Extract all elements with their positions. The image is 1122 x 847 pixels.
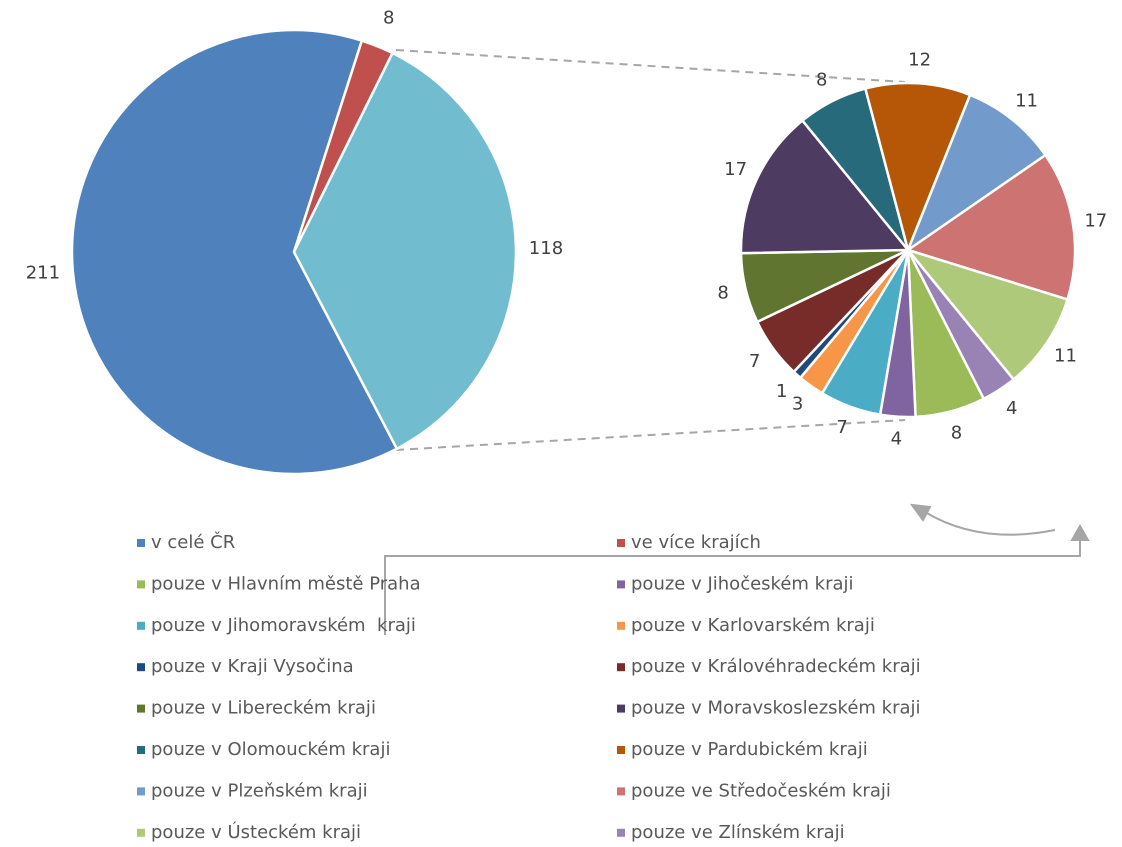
data-label: 8 <box>951 423 962 444</box>
legend-label: pouze v Plzeňském kraji <box>151 780 368 801</box>
legend-swatch <box>137 787 145 796</box>
data-label: 118 <box>529 238 563 259</box>
data-label: 4 <box>891 429 902 450</box>
legend-label: pouze v Pardubickém kraji <box>631 739 868 760</box>
legend-swatch <box>617 621 625 630</box>
arrow-line <box>384 537 1081 635</box>
arrow-head <box>909 503 932 522</box>
legend-label: pouze v Karlovarském kraji <box>631 615 875 636</box>
connector-line <box>395 419 906 451</box>
data-label: 11 <box>1054 345 1077 366</box>
legend-label: ve více krajích <box>631 532 761 553</box>
arrow-curve <box>924 511 1056 536</box>
legend-swatch <box>617 746 625 754</box>
arrow-head <box>1070 523 1090 541</box>
connector-lines <box>395 49 906 451</box>
legend-swatch <box>137 580 145 589</box>
legend-swatch <box>617 828 625 837</box>
data-label: 4 <box>1006 398 1017 419</box>
legend-label: pouze ve Zlínském kraji <box>631 822 845 843</box>
data-label: 17 <box>724 159 747 180</box>
legend-swatch <box>617 663 625 672</box>
pie-slice <box>863 81 972 254</box>
legend-swatch <box>137 828 145 837</box>
legend-swatch <box>617 704 625 713</box>
legend-swatch <box>617 539 625 547</box>
data-label: 7 <box>749 351 760 372</box>
legend-swatch <box>137 663 145 672</box>
data-label: 3 <box>792 394 803 415</box>
pie-slice <box>906 249 1016 401</box>
pie-slice <box>292 51 518 451</box>
legend-swatch <box>617 580 625 589</box>
legend-swatch <box>137 704 145 713</box>
legend-label: pouze v Ústeckém kraji <box>151 821 361 843</box>
annotation-arrows <box>384 503 1090 635</box>
data-label: 8 <box>717 283 728 304</box>
pie-slice <box>905 93 1048 254</box>
pie-slice <box>905 153 1077 302</box>
data-label: 17 <box>1084 210 1107 231</box>
legend-label: pouze v Olomouckém kraji <box>151 739 390 760</box>
data-label: 211 <box>26 263 60 284</box>
legend-label: v celé ČR <box>151 531 235 553</box>
legend-label: pouze v Hlavním městě Praha <box>151 573 421 594</box>
legend-swatch <box>617 787 625 796</box>
data-label: 12 <box>908 49 931 70</box>
legend-swatch <box>137 539 145 547</box>
connector-line <box>395 49 906 83</box>
data-label: 1 <box>776 381 787 402</box>
data-label: 8 <box>816 70 827 91</box>
data-label: 11 <box>1015 90 1038 111</box>
pie-slice <box>904 247 1070 382</box>
legend-swatch <box>137 746 145 754</box>
legend-label: pouze v Libereckém kraji <box>151 698 376 719</box>
legend-label: pouze ve Středočeském kraji <box>631 780 891 801</box>
pie-slice <box>739 118 911 255</box>
legend-label: pouze v Jihomoravském kraji <box>151 615 416 636</box>
legend-label: pouze v Moravskoslezském kraji <box>631 698 921 719</box>
legend-swatch <box>137 621 145 630</box>
data-label: 8 <box>383 7 394 28</box>
data-label: 7 <box>836 417 847 438</box>
pie-slice <box>70 28 399 476</box>
legend-label: pouze v Jihočeském kraji <box>631 573 854 594</box>
legend-label: pouze v Královéhradeckém kraji <box>631 656 921 677</box>
legend-label: pouze v Kraji Vysočina <box>151 656 354 677</box>
